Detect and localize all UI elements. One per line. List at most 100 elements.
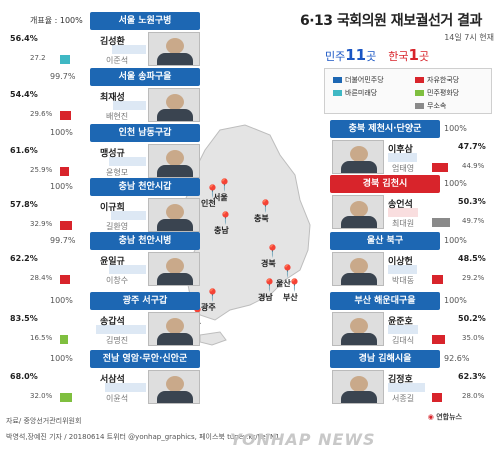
winner-name: 송갑석 xyxy=(100,317,125,327)
runner-name: 엄태영 xyxy=(392,164,415,173)
district-turnout: 100% xyxy=(50,128,73,137)
photo-body xyxy=(341,161,377,173)
runner-name: 박대동 xyxy=(392,276,415,285)
district-result: 부산 해운대구을 100% 50.2% 윤준호 35.0% 김대식 xyxy=(330,292,486,348)
photo-head xyxy=(166,376,184,392)
district-turnout: 100% xyxy=(444,179,467,188)
map-pin-label: 경남 xyxy=(258,293,273,302)
winner-name: 서삼석 xyxy=(100,375,125,385)
photo-body xyxy=(341,391,377,403)
map-pin-label: 충북 xyxy=(254,214,269,223)
map-pin-icon: 📍 xyxy=(258,199,273,213)
winner-name: 이규희 xyxy=(100,203,125,213)
winner-bar xyxy=(109,157,146,166)
map-pin-icon: 📍 xyxy=(218,211,233,225)
logo-icon: ◉ xyxy=(427,413,434,421)
map-pin-label: 서울 xyxy=(213,193,228,202)
winner-bar xyxy=(388,325,419,334)
winner-pct: 61.6% xyxy=(10,146,38,155)
legend-item: 민주평화당 xyxy=(415,88,459,98)
district-name-label: 부산 해운대구을 xyxy=(330,292,440,310)
district-name-label: 울산 북구 xyxy=(330,232,440,250)
winner-name: 윤일규 xyxy=(100,257,125,267)
legend-swatch xyxy=(333,90,342,96)
winner-bar xyxy=(388,383,426,392)
runner-name: 윤형모 xyxy=(106,168,129,177)
winner-bar xyxy=(105,383,146,392)
map-pin-label: 인천 xyxy=(201,199,216,208)
district-result: 충남 천안시병 99.7% 62.2% 윤일규 28.4% 이창수 xyxy=(10,232,200,288)
dem-count: 11 xyxy=(345,46,367,64)
runner-pct: 29.6% xyxy=(30,110,53,118)
candidate-photo xyxy=(148,312,200,346)
district-turnout: 100% xyxy=(444,236,467,245)
winner-name: 이상헌 xyxy=(388,257,413,267)
winner-bar xyxy=(112,45,146,54)
legend-swatch xyxy=(415,77,424,83)
legend-swatch xyxy=(415,90,424,96)
district-name-label: 광주 서구갑 xyxy=(90,292,200,310)
seat-summary: 민주11곳 한국1곳 xyxy=(325,46,429,64)
legend-swatch xyxy=(415,103,424,109)
photo-body xyxy=(157,273,193,285)
winner-bar xyxy=(388,153,417,162)
runner-pct: 28.4% xyxy=(30,274,53,282)
photo-body xyxy=(157,109,193,121)
winner-pct: 56.4% xyxy=(10,34,38,43)
lib-summary: 한국1곳 xyxy=(388,46,430,64)
photo-head xyxy=(166,258,184,274)
runner-bar xyxy=(60,393,72,402)
runner-bar xyxy=(60,55,70,64)
winner-bar xyxy=(95,325,146,334)
korea-map xyxy=(179,124,311,346)
runner-pct: 32.9% xyxy=(30,220,53,228)
yonhap-logo: ◉ 연합뉴스 xyxy=(427,413,462,421)
runner-bar xyxy=(60,111,71,120)
district-name-label: 서울 송파구을 xyxy=(90,68,200,86)
winner-pct: 68.0% xyxy=(10,372,38,381)
runner-bar xyxy=(60,335,68,344)
map-pin-icon: 📍 xyxy=(262,278,277,292)
as-of-time: 14일 7시 현재 xyxy=(444,33,494,42)
district-result: 경북 김천시 100% 50.3% 송언석 49.7% 최대원 xyxy=(330,175,486,231)
candidate-photo xyxy=(148,32,200,66)
photo-head xyxy=(166,318,184,334)
winner-bar xyxy=(108,265,146,274)
winner-pct: 83.5% xyxy=(10,314,38,323)
district-result: 서울 송파구을 99.7% 54.4% 최재성 29.6% 배현진 xyxy=(10,68,200,124)
winner-name: 김정호 xyxy=(388,375,413,385)
winner-pct: 50.3% xyxy=(458,197,486,206)
photo-head xyxy=(166,150,184,166)
photo-body xyxy=(157,333,193,345)
credit-line: 박영석,장예진 기자 / 20180614 트위터 @yonhap_graphi… xyxy=(6,433,280,441)
winner-bar xyxy=(388,208,419,217)
winner-pct: 57.8% xyxy=(10,200,38,209)
winner-pct: 47.7% xyxy=(458,142,486,151)
district-name-label: 경남 김해시을 xyxy=(330,350,440,368)
watermark: YONHAP NEWS xyxy=(230,430,376,449)
district-name-label: 충북 제천시·단양군 xyxy=(330,120,440,138)
district-name-label: 전남 영암·무안·신안군 xyxy=(90,350,200,368)
photo-body xyxy=(157,219,193,231)
winner-bar xyxy=(388,265,418,274)
district-turnout: 100% xyxy=(50,296,73,305)
runner-name: 이창수 xyxy=(106,276,129,285)
runner-name: 이윤석 xyxy=(106,394,129,403)
candidate-photo xyxy=(332,195,384,229)
map-pin-icon: 📍 xyxy=(287,278,302,292)
map-pin-icon: 📍 xyxy=(280,264,295,278)
legend-item: 더불어민주당 xyxy=(333,75,384,85)
runner-bar xyxy=(432,275,443,284)
district-turnout: 100% xyxy=(50,354,73,363)
runner-pct: 27.2 xyxy=(30,54,46,62)
map-pin-icon: 📍 xyxy=(265,244,280,258)
district-result: 충북 제천시·단양군 100% 47.7% 이후삼 44.9% 엄태영 xyxy=(330,120,486,176)
winner-name: 이후삼 xyxy=(388,145,413,155)
district-result: 인천 남동구갑 100% 61.6% 맹성규 25.9% 윤형모 xyxy=(10,124,200,180)
runner-name: 이준석 xyxy=(106,56,129,65)
photo-body xyxy=(341,333,377,345)
photo-head xyxy=(350,318,368,334)
runner-pct: 44.9% xyxy=(462,162,485,170)
winner-pct: 50.2% xyxy=(458,314,486,323)
candidate-photo xyxy=(148,198,200,232)
